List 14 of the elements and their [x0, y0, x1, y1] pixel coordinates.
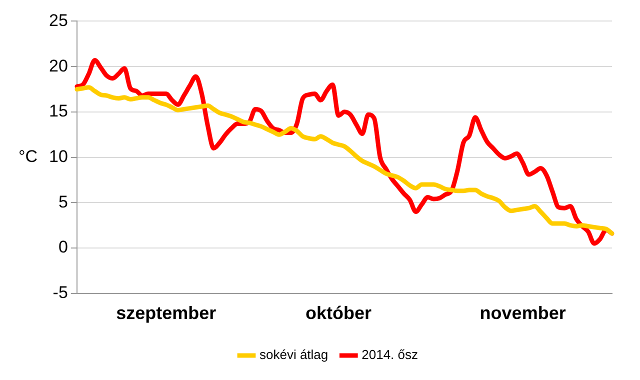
y-tick-label: -5 — [52, 283, 68, 302]
x-tick-label: október — [306, 303, 372, 324]
y-tick-label: 5 — [58, 192, 68, 212]
y-axis-title: °C — [18, 146, 38, 166]
x-tick-label: november — [480, 303, 566, 324]
y-tick-label: 10 — [48, 146, 68, 166]
y-tick-label: 25 — [48, 10, 68, 30]
legend-label: 2014. ősz — [362, 347, 418, 362]
y-tick-label: 15 — [48, 102, 68, 121]
legend-label: sokévi átlag — [259, 347, 328, 362]
y-tick-label: 0 — [58, 238, 68, 257]
y-tick-label: 20 — [48, 56, 68, 76]
x-tick-label: szeptember — [116, 303, 216, 324]
line-series — [74, 85, 614, 236]
